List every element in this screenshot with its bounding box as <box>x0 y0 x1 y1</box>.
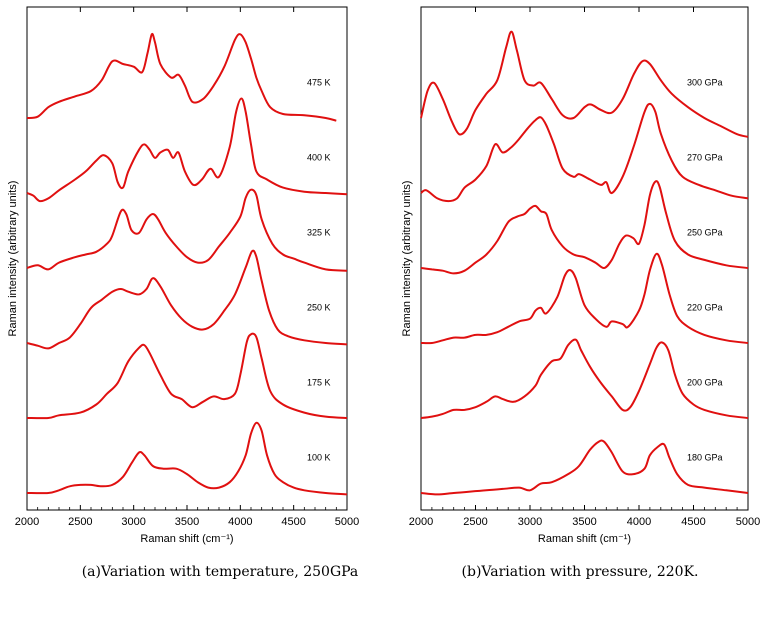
curve-label-b-270-gpa: 270 GPa <box>687 153 723 163</box>
spectrum-line-a-250-k <box>26 249 348 350</box>
x-tick-label-b-2000: 2000 <box>409 516 433 528</box>
x-tick-label-b-4000: 4000 <box>627 516 651 528</box>
x-axis-label-a: Raman shift (cm⁻¹) <box>140 533 233 545</box>
x-tick-label-b-5000: 5000 <box>736 516 760 528</box>
spectrum-line-a-475-k <box>26 32 337 122</box>
x-tick-label-b-2500: 2500 <box>463 516 487 528</box>
spectrum-line-a-325-k <box>26 188 348 272</box>
curve-label-a-475-k: 475 K <box>307 78 331 88</box>
plot-frame-a <box>26 6 348 511</box>
x-tick-label-b-4500: 4500 <box>681 516 705 528</box>
curve-label-a-175-k: 175 K <box>307 378 331 388</box>
y-axis-label-a: Raman intensity (arbitrary units) <box>7 181 19 337</box>
caption-a-text: (a)Variation with temperature, 250GPa <box>81 564 359 580</box>
caption-a: (a)Variation with temperature, 250GPa <box>70 563 370 581</box>
spectrum-line-b-270-gpa <box>420 102 749 203</box>
x-tick-label-a-5000: 5000 <box>335 516 359 528</box>
curve-label-b-250-gpa: 250 GPa <box>687 228 723 238</box>
spectrum-line-b-250-gpa <box>420 180 749 275</box>
x-tick-label-a-2000: 2000 <box>15 516 39 528</box>
curve-label-b-180-gpa: 180 GPa <box>687 453 723 463</box>
x-tick-label-a-4000: 4000 <box>228 516 252 528</box>
spectrum-line-b-200-gpa <box>420 338 749 419</box>
curve-label-b-220-gpa: 220 GPa <box>687 303 723 313</box>
curve-label-a-250-k: 250 K <box>307 303 331 313</box>
spectrum-line-a-400-k <box>26 97 348 203</box>
x-tick-label-b-3000: 3000 <box>518 516 542 528</box>
spectrum-line-b-220-gpa <box>420 252 749 345</box>
spectrum-line-b-180-gpa <box>420 439 749 496</box>
x-tick-label-a-3500: 3500 <box>175 516 199 528</box>
y-axis-label-b: Raman intensity (arbitrary units) <box>401 181 413 337</box>
caption-b-text: (b)Variation with pressure, 220K. <box>461 564 699 580</box>
curve-label-b-300-gpa: 300 GPa <box>687 78 723 88</box>
x-tick-label-b-3500: 3500 <box>572 516 596 528</box>
x-tick-label-a-2500: 2500 <box>68 516 92 528</box>
curve-label-a-400-k: 400 K <box>307 153 331 163</box>
x-axis-label-b: Raman shift (cm⁻¹) <box>538 533 631 545</box>
spectrum-line-b-300-gpa <box>420 30 749 138</box>
x-tick-label-a-3000: 3000 <box>121 516 145 528</box>
spectrum-line-a-100-k <box>26 421 348 496</box>
x-tick-label-a-4500: 4500 <box>281 516 305 528</box>
curve-label-a-100-k: 100 K <box>307 453 331 463</box>
curve-label-b-200-gpa: 200 GPa <box>687 378 723 388</box>
caption-b: (b)Variation with pressure, 220K. <box>410 563 750 581</box>
spectrum-line-a-175-k <box>26 332 348 420</box>
curve-label-a-325-k: 325 K <box>307 228 331 238</box>
